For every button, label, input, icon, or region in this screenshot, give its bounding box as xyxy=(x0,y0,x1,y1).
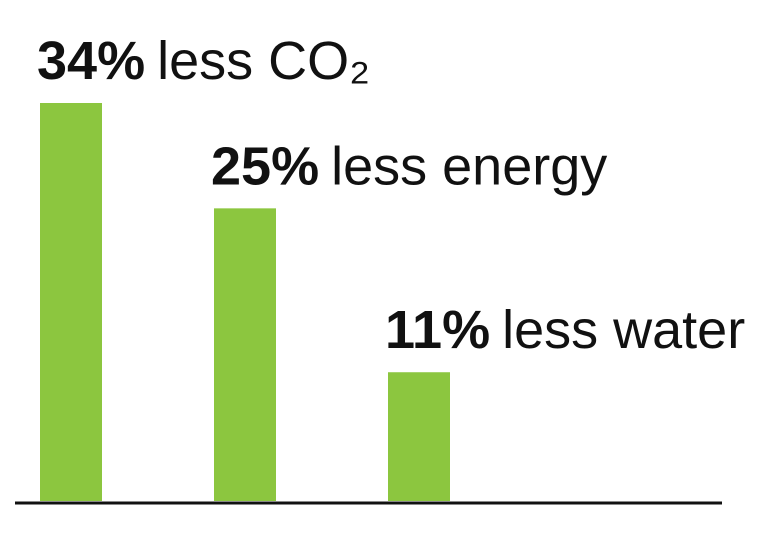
category-label: less water xyxy=(502,300,745,360)
bar xyxy=(388,372,450,501)
bar-label: 11% less water xyxy=(385,300,745,360)
bar-label: 34% less CO₂ xyxy=(37,31,370,91)
value-label: 11% xyxy=(385,300,490,360)
bar xyxy=(214,208,276,501)
category-label: less energy xyxy=(331,136,607,196)
category-label: less CO₂ xyxy=(157,31,370,91)
value-label: 34% xyxy=(37,31,145,91)
bar-label: 25% less energy xyxy=(211,136,607,196)
value-label: 25% xyxy=(211,136,319,196)
bar xyxy=(40,103,102,501)
